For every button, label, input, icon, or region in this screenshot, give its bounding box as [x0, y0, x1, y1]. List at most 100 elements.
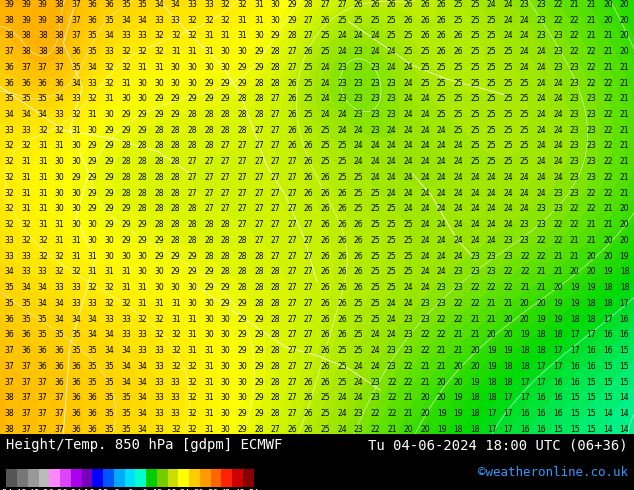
Text: 27: 27 [287, 362, 297, 371]
Text: 21: 21 [553, 268, 563, 276]
Text: 26: 26 [354, 236, 363, 245]
Text: 36: 36 [87, 16, 98, 24]
Text: 27: 27 [287, 220, 297, 229]
Text: 27: 27 [304, 268, 313, 276]
Text: 31: 31 [204, 393, 214, 402]
Text: 31: 31 [254, 0, 264, 9]
Text: 29: 29 [154, 94, 164, 103]
Text: 24: 24 [503, 16, 513, 24]
Text: 26: 26 [287, 94, 297, 103]
Text: 26: 26 [437, 47, 446, 56]
Text: 23: 23 [487, 268, 496, 276]
Text: 28: 28 [238, 268, 247, 276]
Text: 24: 24 [420, 283, 430, 292]
Text: 22: 22 [487, 283, 496, 292]
Text: 26: 26 [420, 16, 430, 24]
Text: 24: 24 [337, 425, 347, 434]
Text: 23: 23 [536, 16, 547, 24]
Text: 23: 23 [503, 252, 513, 261]
Text: 21: 21 [620, 94, 629, 103]
Text: 27: 27 [237, 220, 247, 229]
Text: 28: 28 [254, 425, 264, 434]
Text: 34: 34 [22, 110, 31, 119]
Text: 25: 25 [453, 94, 463, 103]
Text: 39: 39 [22, 0, 31, 9]
Text: 36: 36 [87, 409, 98, 418]
Text: 23: 23 [387, 110, 397, 119]
Text: 36: 36 [71, 378, 81, 387]
Text: 27: 27 [287, 409, 297, 418]
Text: 25: 25 [487, 94, 496, 103]
Text: 29: 29 [121, 220, 131, 229]
Text: 28: 28 [121, 142, 131, 150]
Text: 24: 24 [387, 315, 397, 323]
Text: 29: 29 [237, 299, 247, 308]
Text: 22: 22 [453, 299, 463, 308]
Text: 15: 15 [570, 425, 579, 434]
Text: 27: 27 [254, 236, 264, 245]
Text: 27: 27 [221, 173, 230, 182]
Text: 20: 20 [619, 0, 630, 9]
Text: 30: 30 [237, 47, 247, 56]
Text: 35: 35 [105, 425, 114, 434]
Text: 24: 24 [420, 189, 430, 198]
Text: 29: 29 [71, 173, 81, 182]
Text: 25: 25 [321, 393, 330, 402]
Text: 28: 28 [154, 220, 164, 229]
Text: 20: 20 [586, 268, 596, 276]
Text: 20: 20 [404, 425, 413, 434]
Text: 29: 29 [188, 268, 197, 276]
Text: 28: 28 [221, 110, 230, 119]
Text: 18: 18 [487, 393, 496, 402]
Text: 24: 24 [536, 47, 547, 56]
Text: 24: 24 [337, 393, 347, 402]
Text: 25: 25 [487, 157, 496, 166]
Text: 22: 22 [586, 78, 596, 88]
Text: 30: 30 [71, 189, 81, 198]
Text: 22: 22 [603, 94, 612, 103]
Text: 27: 27 [254, 189, 264, 198]
Text: 22: 22 [603, 173, 612, 182]
Text: 29: 29 [121, 126, 131, 135]
Text: 30: 30 [105, 236, 114, 245]
Text: 35: 35 [87, 378, 98, 387]
Text: 16: 16 [570, 378, 579, 387]
Text: 32: 32 [105, 283, 114, 292]
Text: 23: 23 [354, 94, 363, 103]
Text: 21: 21 [603, 204, 612, 214]
Text: 28: 28 [154, 189, 164, 198]
Text: 27: 27 [287, 157, 297, 166]
Text: 32: 32 [188, 16, 197, 24]
Text: 21: 21 [520, 283, 529, 292]
Text: 21: 21 [620, 173, 629, 182]
Text: 28: 28 [238, 110, 247, 119]
Text: 19: 19 [603, 268, 612, 276]
Text: 25: 25 [520, 157, 529, 166]
Text: 21: 21 [586, 220, 596, 229]
Text: 33: 33 [154, 409, 164, 418]
Text: 29: 29 [105, 126, 114, 135]
Text: 32: 32 [171, 425, 181, 434]
Text: 21: 21 [603, 63, 612, 72]
Text: 29: 29 [204, 94, 214, 103]
Text: 28: 28 [221, 220, 230, 229]
Text: 25: 25 [354, 16, 363, 24]
Text: 26: 26 [304, 157, 313, 166]
Text: 32: 32 [38, 236, 48, 245]
Bar [60, 469, 72, 487]
Text: 27: 27 [271, 425, 280, 434]
Text: 21: 21 [603, 220, 612, 229]
Text: 22: 22 [437, 315, 446, 323]
Text: 30: 30 [237, 393, 247, 402]
Text: 24: 24 [387, 126, 397, 135]
Text: 16: 16 [570, 362, 579, 371]
Text: 26: 26 [437, 16, 446, 24]
Text: 31: 31 [254, 16, 264, 24]
Text: 24: 24 [420, 268, 430, 276]
Text: 21: 21 [570, 252, 579, 261]
Bar [135, 469, 146, 487]
Text: 15: 15 [603, 362, 612, 371]
Text: 24: 24 [470, 236, 480, 245]
Text: 27: 27 [271, 157, 280, 166]
Text: 34: 34 [4, 110, 15, 119]
